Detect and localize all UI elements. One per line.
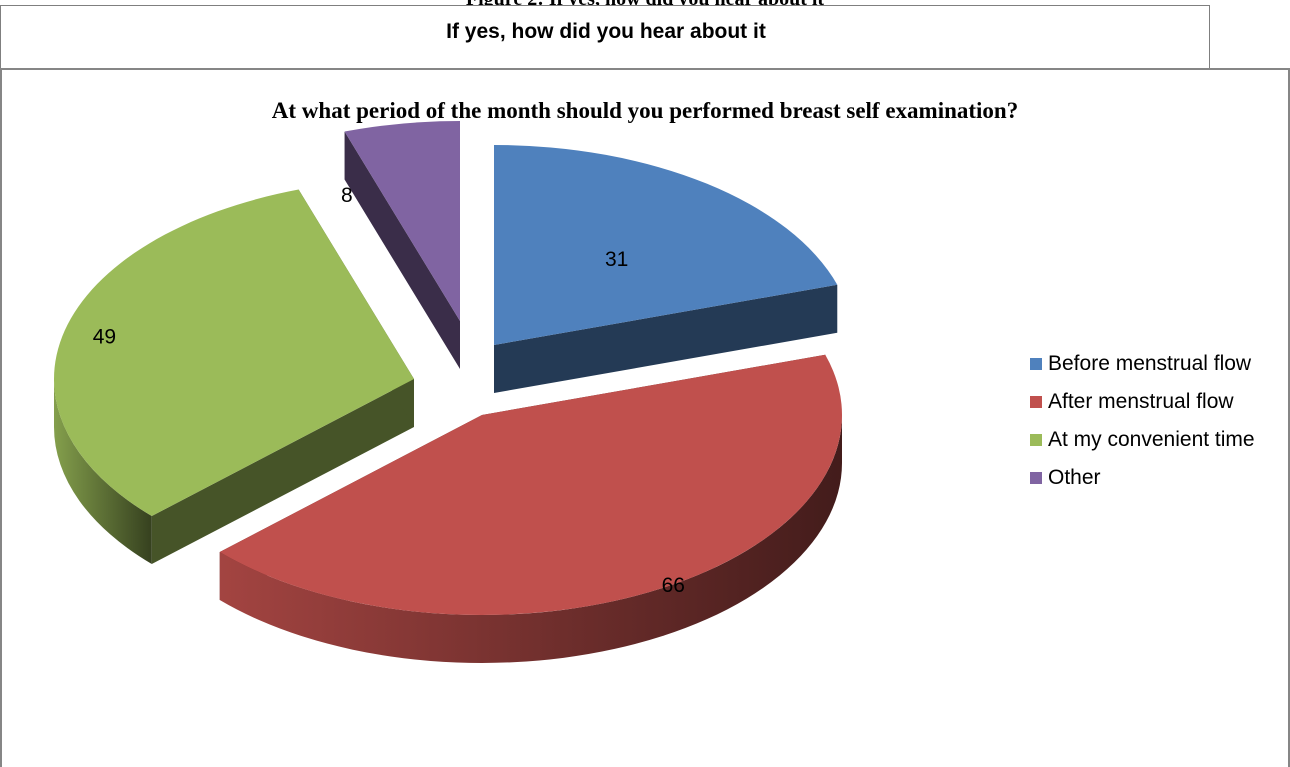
legend-swatch-at-my-convenient-time: [1030, 434, 1042, 446]
legend-item-before-menstrual-flow: Before menstrual flow: [1030, 350, 1275, 378]
pie-slice-top-before-menstrual-flow: [494, 145, 838, 345]
pie-slice-after-menstrual-flow: [219, 354, 843, 663]
legend-item-at-my-convenient-time: At my convenient time: [1030, 426, 1275, 454]
heading-text: If yes, how did you hear about it: [446, 20, 766, 43]
chart-title: At what period of the month should you p…: [271, 98, 1019, 123]
pie-slice-side-before-menstrual-flow-1: [494, 284, 838, 393]
pie-chart: 31 66 49 8: [53, 121, 843, 663]
pie-slice-other: [344, 121, 460, 369]
legend-label-before-menstrual-flow: Before menstrual flow: [1048, 352, 1252, 375]
pie-slice-rim-after-menstrual-flow-0: [219, 415, 843, 663]
data-label-at-my-convenient-time: 49: [93, 325, 116, 348]
legend-swatch-other: [1030, 472, 1042, 484]
legend: Before menstrual flow After menstrual flo…: [1030, 350, 1275, 492]
pie-slice-top-after-menstrual-flow: [219, 354, 843, 616]
data-label-before-menstrual-flow: 31: [605, 248, 628, 271]
chart-frame: At what period of the month should you p…: [0, 68, 1290, 767]
pie-slice-rim-at-my-convenient-time-0: [54, 379, 152, 565]
legend-label-other: Other: [1048, 466, 1101, 489]
pie-slice-top-at-my-convenient-time: [53, 189, 415, 517]
legend-item-after-menstrual-flow: After menstrual flow: [1030, 388, 1275, 416]
pie-slice-at-my-convenient-time: [53, 189, 415, 565]
legend-swatch-before-menstrual-flow: [1030, 358, 1042, 370]
data-label-other: 8: [341, 184, 353, 207]
pie-slice-before-menstrual-flow: [494, 145, 838, 393]
legend-label-after-menstrual-flow: After menstrual flow: [1048, 390, 1234, 413]
heading-box: If yes, how did you hear about it: [0, 5, 1210, 69]
data-label-after-menstrual-flow: 66: [662, 574, 685, 597]
legend-swatch-after-menstrual-flow: [1030, 396, 1042, 408]
legend-label-at-my-convenient-time: At my convenient time: [1048, 428, 1255, 451]
legend-item-other: Other: [1030, 464, 1275, 492]
pie-slice-side-other-0: [344, 131, 460, 369]
pie-slice-top-other: [344, 121, 460, 321]
pie-slice-side-at-my-convenient-time-0: [151, 379, 415, 565]
